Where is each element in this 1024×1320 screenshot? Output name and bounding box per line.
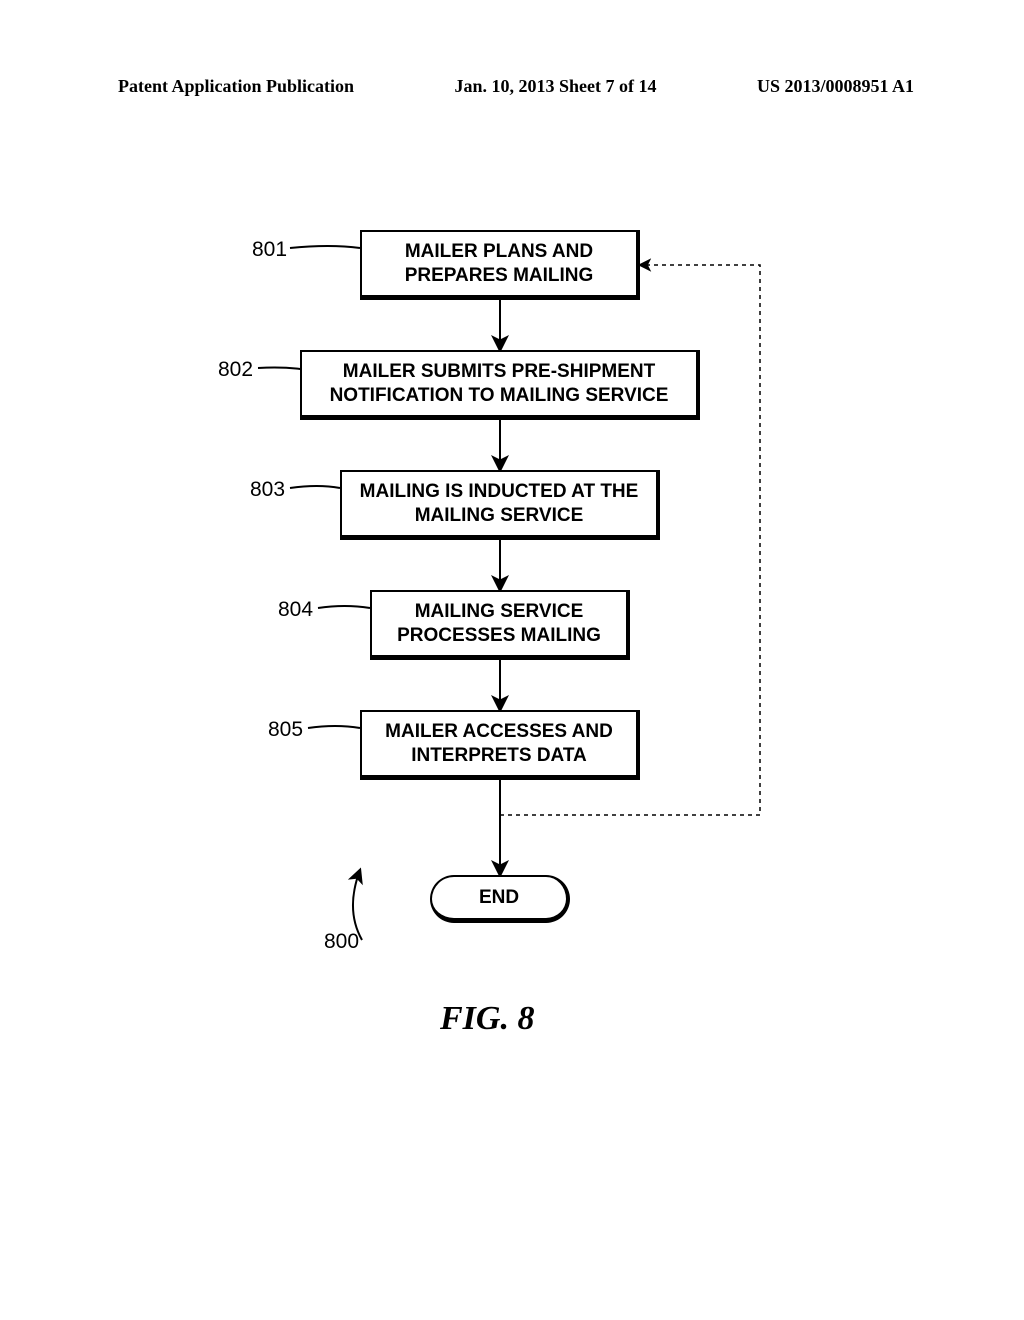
flow-node-text: MAILER ACCESSES AND INTERPRETS DATA xyxy=(385,720,613,768)
page-header: Patent Application Publication Jan. 10, … xyxy=(118,76,914,106)
ref-label-804: 804 xyxy=(278,598,313,622)
flow-node-text: END xyxy=(479,887,519,909)
flow-node-801: MAILER PLANS AND PREPARES MAILING xyxy=(360,230,640,300)
flowchart: MAILER PLANS AND PREPARES MAILING MAILER … xyxy=(0,230,1024,1050)
flow-node-text: MAILING IS INDUCTED AT THE MAILING SERVI… xyxy=(360,480,639,528)
page: Patent Application Publication Jan. 10, … xyxy=(0,0,1024,1320)
leader-n804 xyxy=(318,606,370,608)
flow-node-text: MAILER SUBMITS PRE-SHIPMENT NOTIFICATION… xyxy=(330,360,669,408)
flow-node-803: MAILING IS INDUCTED AT THE MAILING SERVI… xyxy=(340,470,660,540)
header-left: Patent Application Publication xyxy=(118,76,354,106)
flow-node-nend: END xyxy=(430,875,570,923)
leader-n803 xyxy=(290,486,340,488)
ref-label-802: 802 xyxy=(218,358,253,382)
ref-label-803: 803 xyxy=(250,478,285,502)
flow-node-802: MAILER SUBMITS PRE-SHIPMENT NOTIFICATION… xyxy=(300,350,700,420)
flow-node-text: MAILER PLANS AND PREPARES MAILING xyxy=(405,240,594,288)
ref-label-805: 805 xyxy=(268,718,303,742)
flow-node-805: MAILER ACCESSES AND INTERPRETS DATA xyxy=(360,710,640,780)
header-right: US 2013/0008951 A1 xyxy=(757,76,914,106)
header-middle: Jan. 10, 2013 Sheet 7 of 14 xyxy=(354,76,757,106)
flow-node-804: MAILING SERVICE PROCESSES MAILING xyxy=(370,590,630,660)
leader-n801 xyxy=(290,246,360,248)
ref-label-800: 800 xyxy=(324,930,359,954)
ref-label-801: 801 xyxy=(252,238,287,262)
leader-n805 xyxy=(308,726,360,728)
figure-caption: FIG. 8 xyxy=(440,1000,534,1038)
flow-node-text: MAILING SERVICE PROCESSES MAILING xyxy=(397,600,601,648)
